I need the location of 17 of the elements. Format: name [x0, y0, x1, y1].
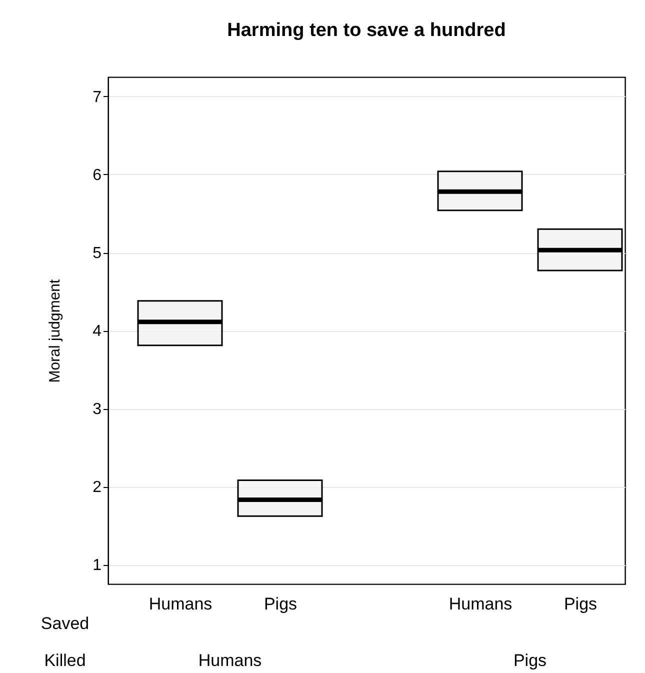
y-tick-label: 4 — [92, 323, 102, 340]
x-tick-label: Pigs — [564, 594, 598, 614]
x-tick-label: Humans — [148, 594, 212, 614]
y-tick-label: 3 — [92, 401, 102, 418]
y-tick-label: 5 — [92, 245, 102, 262]
y-tick-label: 6 — [92, 167, 102, 184]
text: Humans — [198, 651, 262, 670]
text: Killed — [44, 651, 86, 670]
text: Saved — [40, 614, 90, 633]
y-tick-label: 7 — [92, 89, 102, 106]
chart-title: Harming ten to save a hundred — [227, 20, 506, 41]
y-tick-label: 1 — [92, 557, 102, 574]
x-tick-label: Humans — [448, 594, 512, 614]
y-axis-title: Moral judgment — [46, 278, 64, 383]
text: Pigs — [513, 651, 547, 670]
y-tick-label: 2 — [92, 479, 102, 496]
x-tick-label: Pigs — [264, 594, 298, 614]
